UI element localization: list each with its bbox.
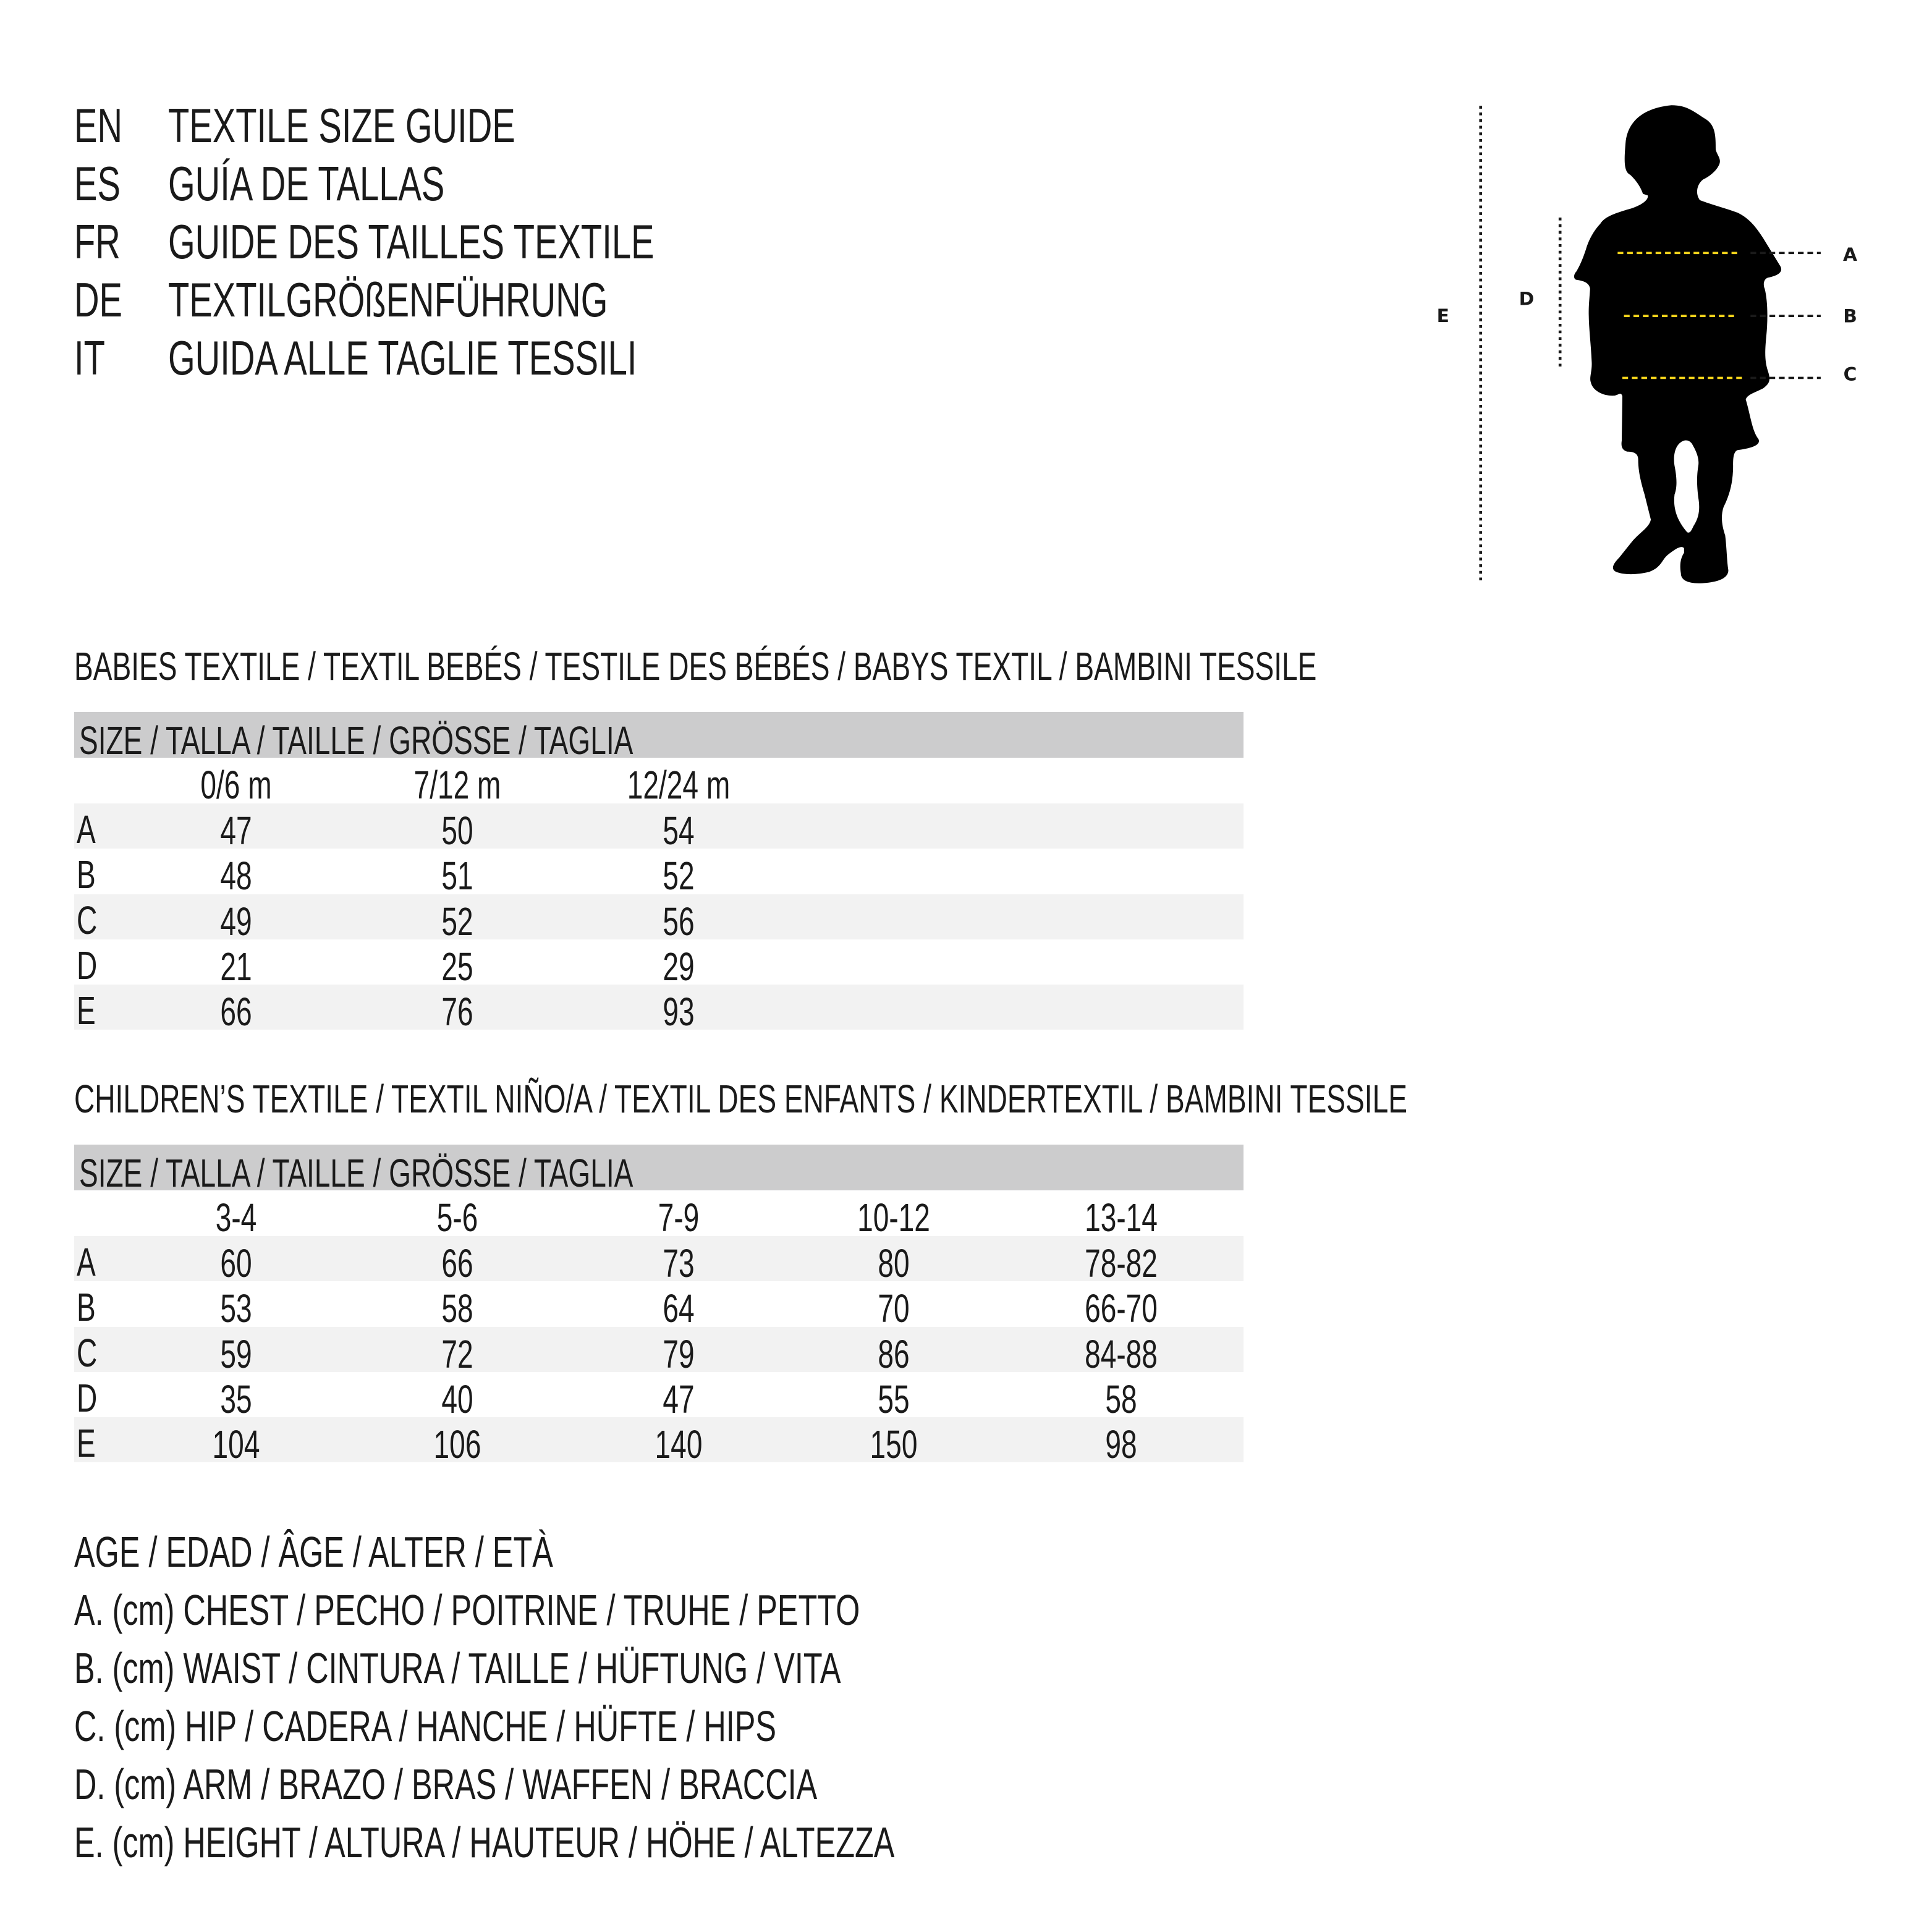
table-cell: 84-88 bbox=[1085, 1331, 1158, 1376]
table-cell: 50 bbox=[441, 808, 473, 853]
table-cell: 51 bbox=[441, 854, 473, 899]
table-cell: 140 bbox=[655, 1422, 703, 1467]
legend-item: C. (cm) HIP / CADERA / HANCHE / HÜFTE / … bbox=[74, 1702, 777, 1750]
legend-item: E. (cm) HEIGHT / ALTURA / HAUTEUR / HÖHE… bbox=[74, 1818, 895, 1866]
size-header-label: SIZE / TALLA / TAILLE / GRÖSSE / TAGLIA bbox=[79, 1151, 633, 1195]
table-cell: 66 bbox=[441, 1241, 473, 1286]
guide-title: GUIDA ALLE TAGLIE TESSILI bbox=[168, 331, 637, 385]
table-cell: 55 bbox=[878, 1376, 910, 1421]
table-row bbox=[74, 894, 1244, 939]
table-row bbox=[74, 849, 1244, 894]
table-cell: 70 bbox=[878, 1286, 910, 1331]
table-cell: 25 bbox=[441, 944, 473, 989]
legend-item: B. (cm) WAIST / CINTURA / TAILLE / HÜFTU… bbox=[74, 1644, 841, 1692]
size-header-band bbox=[74, 712, 1244, 758]
table-cell: 79 bbox=[663, 1331, 695, 1376]
table-row bbox=[74, 1236, 1244, 1281]
size-column-header: 7/12 m bbox=[413, 763, 501, 807]
table-cell: 48 bbox=[220, 854, 252, 899]
row-label: E bbox=[77, 1421, 96, 1466]
table-cell: 56 bbox=[663, 899, 695, 944]
table-row bbox=[74, 1281, 1244, 1327]
label-b: B bbox=[1843, 305, 1857, 326]
table-cell: 58 bbox=[1105, 1376, 1137, 1421]
size-header-label: SIZE / TALLA / TAILLE / GRÖSSE / TAGLIA bbox=[79, 718, 633, 763]
table-row bbox=[74, 1326, 1244, 1372]
table-row bbox=[74, 939, 1244, 985]
language-code: DE bbox=[74, 273, 123, 327]
table-cell: 78-82 bbox=[1085, 1241, 1158, 1286]
guide-title: GUÍA DE TALLAS bbox=[168, 156, 445, 211]
table-cell: 80 bbox=[878, 1241, 910, 1286]
child-silhouette-icon bbox=[1574, 105, 1782, 583]
table-cell: 72 bbox=[441, 1331, 473, 1376]
table-cell: 150 bbox=[870, 1422, 918, 1467]
size-column-header: 7-9 bbox=[658, 1195, 700, 1240]
size-column-header: 0/6 m bbox=[200, 763, 272, 807]
table-cell: 86 bbox=[878, 1331, 910, 1376]
table-cell: 73 bbox=[663, 1241, 695, 1286]
language-code: EN bbox=[74, 98, 123, 153]
guide-title: GUIDE DES TAILLES TEXTILE bbox=[168, 214, 655, 269]
table-cell: 60 bbox=[220, 1241, 252, 1286]
babies-section-title: BABIES TEXTILE / TEXTIL BEBÉS / TESTILE … bbox=[74, 644, 1317, 688]
label-d: D bbox=[1519, 288, 1535, 310]
legend-item: D. (cm) ARM / BRAZO / BRAS / WAFFEN / BR… bbox=[74, 1760, 818, 1808]
table-row bbox=[74, 1417, 1244, 1463]
table-cell: 49 bbox=[220, 899, 252, 944]
table-cell: 93 bbox=[663, 989, 695, 1035]
table-cell: 29 bbox=[663, 944, 695, 989]
table-cell: 53 bbox=[220, 1286, 252, 1331]
label-a: A bbox=[1843, 244, 1857, 265]
table-row bbox=[74, 1371, 1244, 1417]
table-cell: 104 bbox=[212, 1422, 260, 1467]
size-header-band bbox=[74, 1145, 1244, 1190]
children-section-title: CHILDREN’S TEXTILE / TEXTIL NIÑO/A / TEX… bbox=[74, 1077, 1407, 1121]
table-cell: 52 bbox=[663, 854, 695, 899]
size-column-header: 3-4 bbox=[215, 1195, 257, 1240]
table-cell: 58 bbox=[441, 1286, 473, 1331]
table-row bbox=[74, 803, 1244, 849]
size-column-header: 13-14 bbox=[1085, 1195, 1158, 1240]
row-label: A bbox=[77, 807, 96, 852]
guide-title: TEXTILGRÖßENFÜHRUNG bbox=[168, 273, 608, 327]
size-column-header: 12/24 m bbox=[627, 763, 731, 807]
row-label: A bbox=[77, 1240, 96, 1284]
label-e: E bbox=[1437, 305, 1449, 326]
row-label: B bbox=[77, 852, 96, 897]
language-code: ES bbox=[74, 156, 121, 211]
table-cell: 66-70 bbox=[1085, 1286, 1158, 1331]
table-cell: 54 bbox=[663, 808, 695, 853]
table-cell: 98 bbox=[1105, 1422, 1137, 1467]
table-cell: 59 bbox=[220, 1331, 252, 1376]
language-code: FR bbox=[74, 214, 121, 269]
row-label: D bbox=[77, 943, 98, 988]
size-column-header: 5-6 bbox=[436, 1195, 478, 1240]
table-cell: 47 bbox=[663, 1376, 695, 1421]
legend-item: A. (cm) CHEST / PECHO / POITRINE / TRUHE… bbox=[74, 1586, 860, 1634]
row-label: C bbox=[77, 897, 98, 943]
table-cell: 66 bbox=[220, 989, 252, 1035]
table-cell: 76 bbox=[441, 989, 473, 1035]
table-cell: 52 bbox=[441, 899, 473, 944]
table-cell: 35 bbox=[220, 1376, 252, 1421]
table-cell: 40 bbox=[441, 1376, 473, 1421]
table-cell: 47 bbox=[220, 808, 252, 853]
language-code: IT bbox=[74, 331, 105, 385]
table-cell: 64 bbox=[663, 1286, 695, 1331]
age-label: AGE / EDAD / ÂGE / ALTER / ETÀ bbox=[74, 1528, 553, 1576]
row-label: D bbox=[77, 1375, 98, 1420]
row-label: C bbox=[77, 1330, 98, 1375]
table-row bbox=[74, 985, 1244, 1030]
child-measurement-figure: E D A B C bbox=[1437, 105, 1857, 583]
label-c: C bbox=[1844, 363, 1857, 385]
table-cell: 106 bbox=[433, 1422, 481, 1467]
row-label: B bbox=[77, 1285, 96, 1330]
row-label: E bbox=[77, 988, 96, 1033]
size-column-header: 10-12 bbox=[857, 1195, 930, 1240]
guide-title: TEXTILE SIZE GUIDE bbox=[168, 98, 515, 153]
table-cell: 21 bbox=[220, 944, 252, 989]
